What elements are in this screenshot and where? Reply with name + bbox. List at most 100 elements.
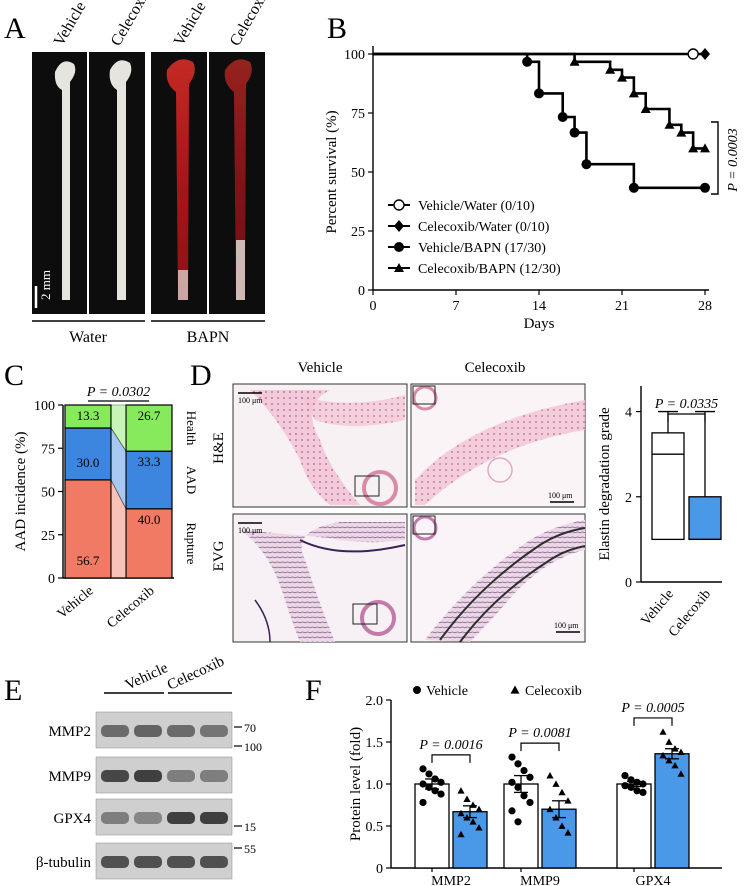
- data-point: [508, 807, 516, 815]
- data-point: [508, 753, 516, 761]
- vessel-wall: [250, 390, 360, 505]
- inset-box: [354, 475, 380, 497]
- data-point: [558, 788, 566, 796]
- panel-letter-b: B: [327, 12, 347, 45]
- stacked-bar-segment: [125, 508, 173, 579]
- photo-column-label: Vehicle: [171, 0, 210, 49]
- size-marker-label: 70: [244, 721, 256, 735]
- blot-band: [167, 770, 195, 782]
- blot-band: [167, 725, 195, 737]
- blot-band: [200, 725, 228, 737]
- data-point: [508, 778, 516, 786]
- data-point: [419, 798, 427, 807]
- blot-band: [200, 770, 228, 782]
- blot-band: [200, 812, 228, 824]
- y-tick-label: 50: [351, 166, 365, 181]
- blot-band: [134, 725, 162, 737]
- y-tick-label: 4: [625, 406, 632, 421]
- size-marker-label: 15: [244, 820, 256, 834]
- data-point: [514, 818, 522, 826]
- cell-artifact: [487, 457, 513, 483]
- photo-column-label: Vehicle: [51, 0, 90, 49]
- inset-section: [412, 385, 438, 411]
- y-tick-label: 25: [41, 529, 55, 544]
- data-point: [475, 805, 483, 813]
- legend-label: Vehicle/BAPN (17/30): [418, 241, 546, 256]
- data-point: [520, 766, 528, 775]
- segment-label: Rupture: [184, 522, 199, 564]
- blot-band: [101, 856, 129, 868]
- bar: [503, 783, 539, 869]
- legend-marker: [394, 242, 404, 252]
- vessel-wall: [240, 522, 405, 642]
- p-value-bracket: [520, 742, 560, 752]
- bar: [414, 783, 450, 869]
- stacked-bar-segment: [125, 450, 173, 510]
- aad-incidence-chart: 0 25 50 75 100 AAD incidence (%) 56.7 30.0 13.3 V…: [13, 385, 199, 632]
- x-tick-label: 7: [453, 299, 460, 314]
- data-point: [514, 783, 522, 791]
- survival-point: [534, 88, 544, 99]
- data-label: 33.3: [138, 454, 161, 469]
- panel-a: Vehicle Celecoxib Vehicle Celecoxib 2 mm…: [32, 0, 274, 346]
- photo-vehicle-water: [32, 52, 87, 314]
- survival-point: [700, 182, 710, 193]
- stacked-bar-segment: [64, 479, 112, 579]
- survival-point: [700, 48, 710, 60]
- data-point: [520, 792, 528, 800]
- data-point: [526, 798, 534, 807]
- photo-column-label: Celecoxib: [227, 0, 274, 49]
- blot-band: [101, 812, 129, 824]
- inset-box: [412, 515, 436, 535]
- y-tick-label: 0.5: [366, 820, 384, 835]
- blot-band: [134, 856, 162, 868]
- histology-column-label: Celecoxib: [465, 360, 526, 376]
- blot-group-label: Celecoxib: [165, 653, 227, 693]
- blot-band: [200, 856, 228, 868]
- data-point: [437, 790, 445, 798]
- scale-bar-label: 100 μm: [238, 396, 263, 405]
- histology-row-label: H&E: [211, 432, 227, 464]
- p-value-label: P = 0.0081: [507, 726, 571, 741]
- panel-letter-f: F: [305, 674, 322, 707]
- elastic-lamina: [299, 539, 406, 553]
- blot-band: [167, 812, 195, 824]
- y-tick-label: 0: [625, 576, 632, 591]
- survival-point: [617, 72, 627, 82]
- blot-band: [101, 770, 129, 782]
- blot-protein-label: β-tubulin: [36, 855, 92, 871]
- data-point: [546, 805, 554, 813]
- stacked-bar-segment: [64, 404, 112, 429]
- legend-marker: [510, 685, 520, 694]
- legend-marker: [394, 220, 404, 232]
- survival-point: [569, 56, 580, 66]
- y-tick-label: 0: [376, 862, 383, 877]
- x-tick-label: Vehicle: [639, 587, 677, 629]
- p-value-bracket: [431, 754, 471, 763]
- scale-bar-label: 2 mm: [38, 270, 53, 300]
- x-tick-label: 21: [615, 299, 629, 314]
- survival-point: [522, 56, 533, 67]
- data-point: [621, 772, 629, 780]
- data-point: [526, 773, 534, 781]
- inset-box: [352, 603, 378, 625]
- panel-letter-d: D: [190, 359, 212, 392]
- blot-protein-label: MMP2: [48, 724, 91, 740]
- data-point: [564, 797, 572, 804]
- vessel-wall: [425, 520, 585, 642]
- y-axis-label: Protein level (fold): [348, 727, 364, 841]
- data-point: [431, 775, 439, 783]
- survival-point: [688, 143, 699, 153]
- panel-letter-c: C: [4, 359, 24, 392]
- vessel-wall: [415, 400, 585, 505]
- data-point: [425, 783, 433, 791]
- data-point: [633, 778, 641, 786]
- data-point: [665, 756, 673, 764]
- y-axis-label: Percent survival (%): [324, 110, 340, 233]
- survival-chart: 0 25 50 75 100 0 7 14 21 28 Days Percent survival (…: [324, 46, 741, 332]
- x-tick-label: Vehicle: [55, 584, 97, 622]
- p-value-label: P = 0.0003: [726, 128, 741, 192]
- connector-band: [110, 426, 127, 509]
- panel-letter-a: A: [4, 12, 26, 45]
